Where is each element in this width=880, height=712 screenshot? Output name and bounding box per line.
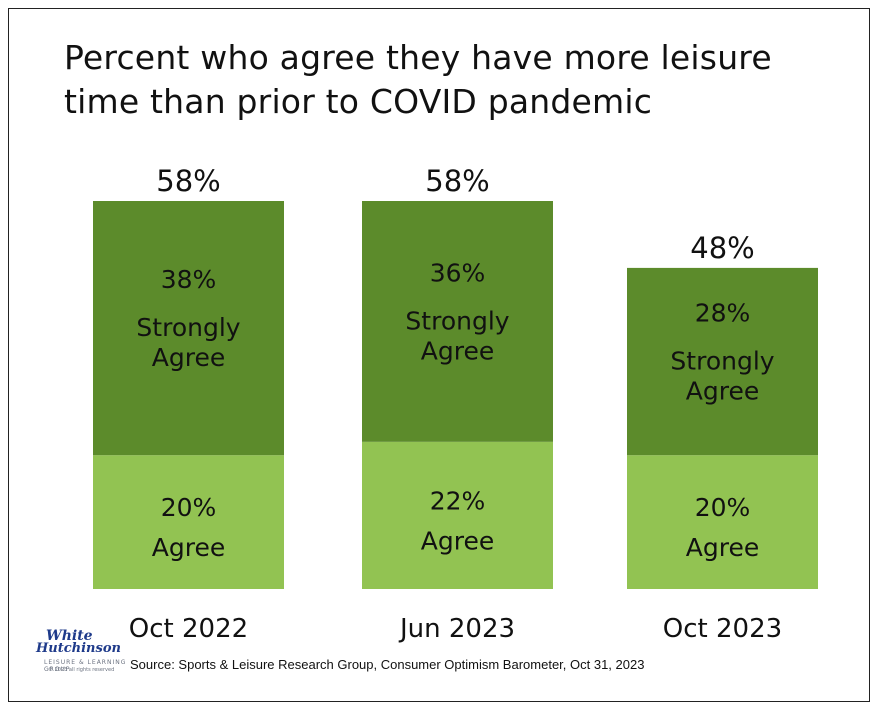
bar-total-label-1: 58%: [156, 164, 220, 198]
strongly-agree-text-line2-3: Agree: [686, 377, 759, 406]
strongly-agree-value-label-1: 38%: [161, 265, 217, 294]
bar-strongly-agree-3: [627, 267, 818, 456]
logo-line2: Hutchinson: [36, 641, 121, 656]
logo-line1: White: [46, 628, 93, 644]
white-hutchinson-logo: White Hutchinson LEISURE & LEARNING GROU…: [34, 628, 129, 674]
bar-strongly-agree-2: [362, 201, 553, 442]
bar-total-label-2: 58%: [425, 164, 489, 198]
strongly-agree-text-line1-2: Strongly: [405, 306, 509, 335]
category-label-3: Oct 2023: [663, 614, 782, 644]
source-note: Source: Sports & Leisure Research Group,…: [130, 657, 645, 672]
strongly-agree-text-line1-3: Strongly: [670, 347, 774, 376]
strongly-agree-text-line2-2: Agree: [421, 336, 494, 365]
chart-title: Percent who agree they have more leisure…: [64, 38, 772, 121]
agree-value-label-2: 22%: [430, 486, 486, 515]
bar-strongly-agree-1: [93, 201, 284, 456]
strongly-agree-text-line2-1: Agree: [152, 343, 225, 372]
category-label-1: Oct 2022: [129, 614, 248, 644]
agree-text-label-3: Agree: [686, 533, 759, 562]
strongly-agree-value-label-3: 28%: [695, 299, 751, 328]
logo-tagline: LEISURE & LEARNING GROUP: [44, 659, 127, 673]
bar-agree-2: [362, 441, 553, 589]
category-label-2: Jun 2023: [398, 614, 515, 644]
logo-copyright: © 2023 all rights reserved: [48, 667, 115, 673]
agree-value-label-3: 20%: [695, 493, 751, 522]
agree-text-label-1: Agree: [152, 533, 225, 562]
strongly-agree-value-label-2: 36%: [430, 258, 486, 287]
bar-total-label-3: 48%: [690, 231, 754, 265]
agree-text-label-2: Agree: [421, 526, 494, 555]
bar-agree-1: [93, 455, 284, 589]
bar-agree-3: [627, 455, 818, 589]
strongly-agree-text-line1-1: Strongly: [136, 313, 240, 342]
agree-value-label-1: 20%: [161, 493, 217, 522]
